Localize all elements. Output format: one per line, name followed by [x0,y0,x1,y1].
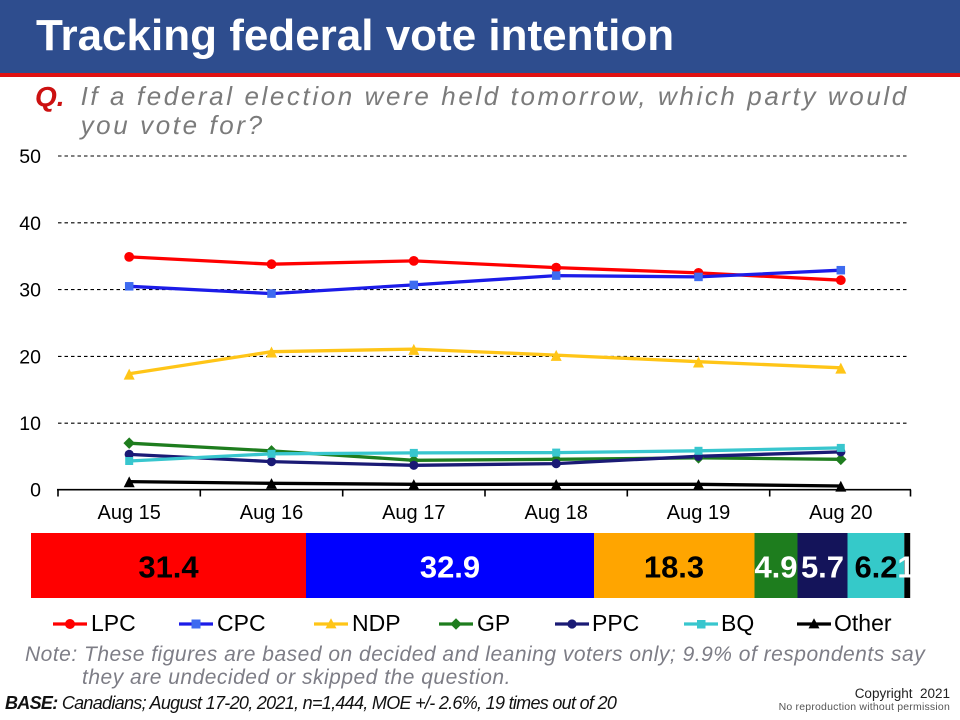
svg-text:1: 1 [897,550,914,585]
svg-text:30: 30 [19,280,41,302]
svg-text:10: 10 [19,413,41,435]
svg-text:GP: GP [477,610,510,636]
svg-text:PPC: PPC [592,610,639,636]
svg-text:31.4: 31.4 [138,550,199,585]
svg-text:CPC: CPC [217,610,266,636]
svg-text:6.2: 6.2 [854,550,897,585]
svg-text:Other: Other [834,610,892,636]
svg-text:Aug 18: Aug 18 [525,502,588,524]
svg-text:4.9: 4.9 [754,550,797,585]
svg-text:Aug 19: Aug 19 [667,502,730,524]
svg-text:Aug 20: Aug 20 [809,502,872,524]
svg-text:Aug 17: Aug 17 [382,502,445,524]
svg-text:32.9: 32.9 [420,550,480,585]
svg-text:LPC: LPC [91,610,136,636]
svg-text:50: 50 [19,146,41,168]
svg-text:Aug 15: Aug 15 [98,502,161,524]
svg-text:Aug 16: Aug 16 [240,502,303,524]
svg-text:5.7: 5.7 [801,550,844,585]
svg-text:18.3: 18.3 [644,550,704,585]
svg-text:20: 20 [19,346,41,368]
svg-text:40: 40 [19,213,41,235]
svg-text:BQ: BQ [721,610,754,636]
svg-text:NDP: NDP [352,610,401,636]
svg-text:0: 0 [30,480,41,502]
